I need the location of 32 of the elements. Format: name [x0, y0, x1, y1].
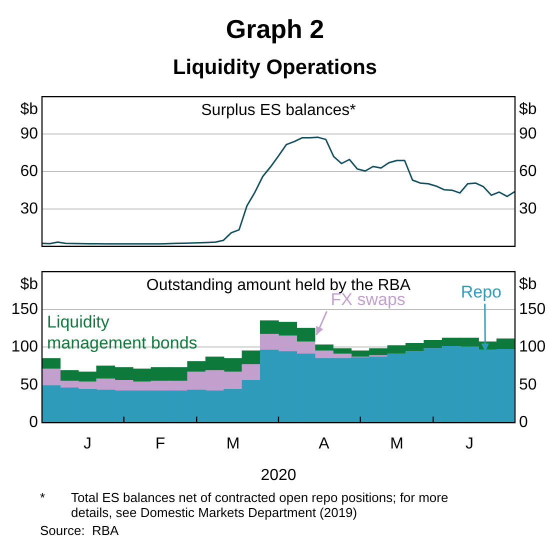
- y-tick-label: 30: [20, 200, 38, 218]
- series-label: Liquidity management bonds: [47, 312, 198, 353]
- y2-tick-label: 100: [519, 338, 546, 356]
- y-axis-title: $b: [20, 276, 38, 294]
- x-tick-label: J: [466, 436, 474, 453]
- chart-subtitle: Liquidity Operations: [172, 55, 378, 81]
- source-note: Source: RBA: [40, 523, 120, 538]
- x-axis-title: 2020: [260, 466, 296, 484]
- y2-tick-label: 50: [519, 376, 537, 394]
- y2-tick-label: 90: [519, 125, 537, 142]
- y2-tick-label: 0: [519, 414, 528, 432]
- text: * Total ES balances net of contracted open repo positions; for more details, see Domestic Markets Department (2019): [40, 490, 448, 520]
- chart-title: Graph 2: [224, 14, 326, 44]
- y2-tick-label: 30: [519, 200, 537, 218]
- y-axis-title: $b: [20, 101, 38, 118]
- y2-tick-label: 60: [519, 162, 537, 180]
- y-tick-label: 100: [11, 338, 38, 356]
- y2-axis-title: $b: [519, 276, 537, 294]
- y-tick-label: 90: [20, 125, 38, 142]
- annotation: Surplus ES balances*: [201, 102, 356, 120]
- y-tick-label: 60: [20, 162, 38, 180]
- y-tick-label: 0: [29, 414, 38, 432]
- x-tick-label: M: [226, 436, 240, 453]
- x-tick-label: J: [83, 436, 92, 453]
- y2-tick-label: 150: [519, 300, 546, 318]
- y2-axis-title: $b: [519, 101, 537, 118]
- y-tick-label: 50: [20, 376, 38, 394]
- x-tick-label: M: [390, 436, 404, 453]
- text: Repo: [460, 282, 502, 302]
- x-tick-label: A: [318, 436, 330, 453]
- x-tick-label: F: [155, 436, 166, 453]
- y-tick-label: 150: [11, 300, 38, 318]
